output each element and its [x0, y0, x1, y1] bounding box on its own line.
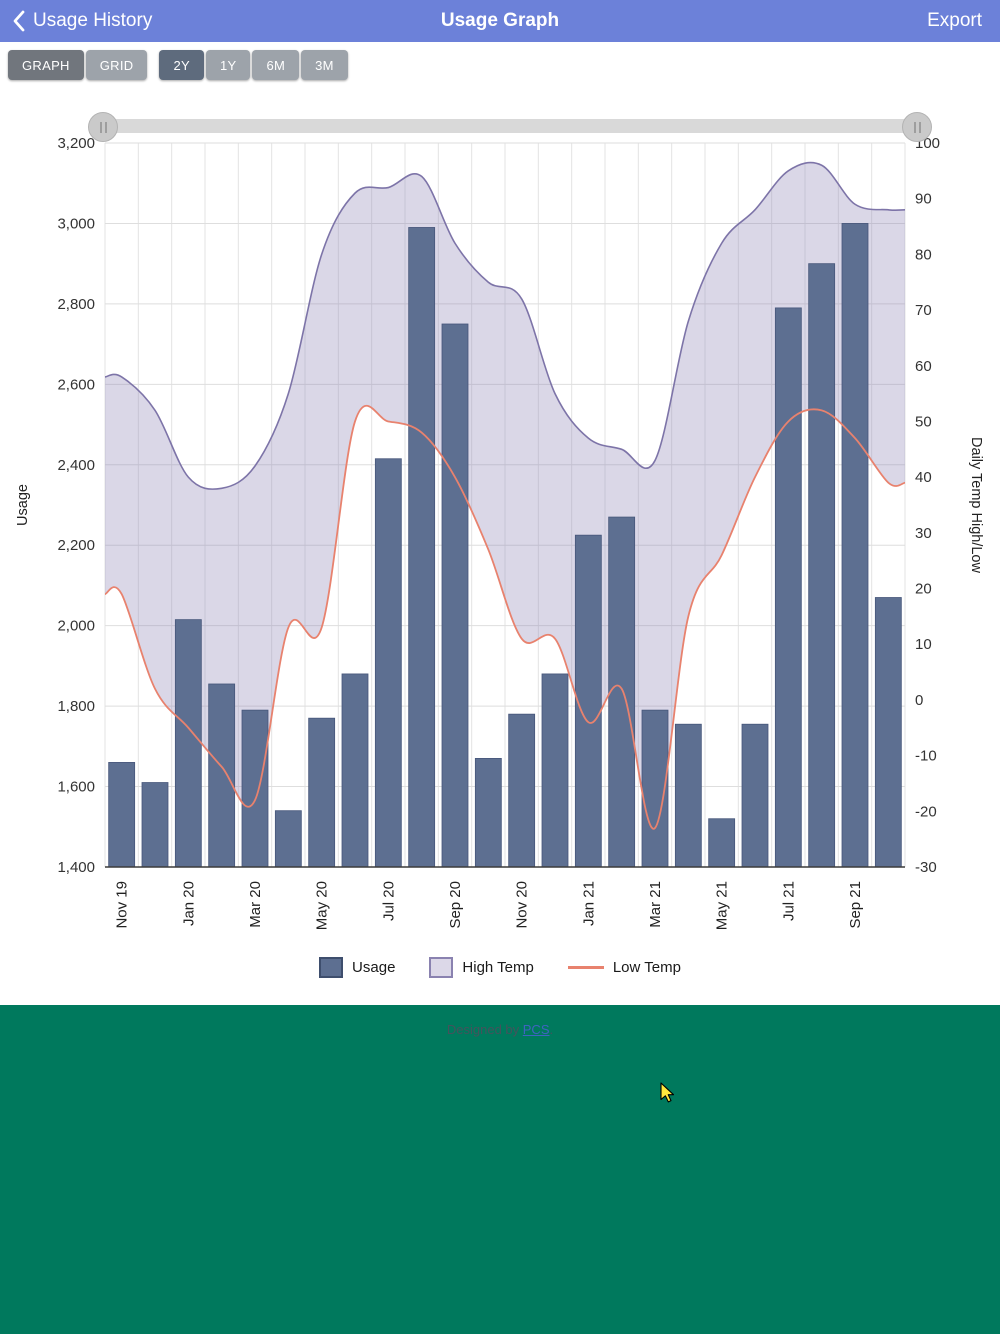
svg-text:Sep 21: Sep 21 — [847, 881, 864, 929]
usage-swatch-icon — [319, 957, 344, 978]
chart-legend: Usage High Temp Low Temp — [0, 957, 1000, 978]
svg-text:0: 0 — [915, 692, 923, 709]
back-chevron-icon — [13, 10, 25, 32]
range-1y-button[interactable]: 1Y — [205, 50, 251, 80]
svg-text:70: 70 — [915, 302, 932, 319]
svg-text:60: 60 — [915, 358, 932, 375]
svg-text:3,200: 3,200 — [57, 135, 95, 152]
svg-text:50: 50 — [915, 413, 932, 430]
svg-text:-30: -30 — [915, 859, 937, 876]
svg-text:2,400: 2,400 — [57, 457, 95, 474]
svg-text:1,400: 1,400 — [57, 859, 95, 876]
svg-text:80: 80 — [915, 246, 932, 263]
svg-text:-10: -10 — [915, 748, 937, 765]
low-temp-swatch-icon — [567, 966, 604, 969]
svg-text:3,000: 3,000 — [57, 215, 95, 232]
svg-text:90: 90 — [915, 191, 932, 208]
svg-text:2,800: 2,800 — [57, 296, 95, 313]
svg-text:Jan 21: Jan 21 — [580, 881, 597, 926]
legend-usage-label: Usage — [352, 959, 396, 976]
legend-usage: Usage — [319, 957, 395, 978]
back-label: Usage History — [33, 10, 153, 31]
range-6m-button[interactable]: 6M — [252, 50, 300, 80]
svg-text:Mar 21: Mar 21 — [647, 881, 664, 928]
svg-text:2,000: 2,000 — [57, 618, 95, 635]
high-temp-swatch-icon — [429, 957, 454, 978]
toolbar: GRAPH GRID 2Y 1Y 6M 3M — [0, 42, 1000, 88]
slider-handle-right[interactable] — [902, 112, 932, 142]
svg-text:1,600: 1,600 — [57, 779, 95, 796]
grid-tab[interactable]: GRID — [85, 50, 148, 80]
export-button[interactable]: Export — [927, 10, 982, 31]
credit-line: Designed by PCS. — [0, 1005, 1000, 1037]
svg-text:1,800: 1,800 — [57, 698, 95, 715]
legend-low-temp-label: Low Temp — [612, 959, 681, 976]
mouse-cursor-icon — [660, 1082, 675, 1103]
range-toggle-group: 2Y 1Y 6M 3M — [159, 50, 348, 80]
svg-text:Usage: Usage — [15, 484, 31, 526]
legend-high-temp-label: High Temp — [462, 959, 534, 976]
back-button[interactable]: Usage History — [0, 10, 152, 32]
pcs-link[interactable]: PCS — [522, 1022, 550, 1037]
svg-text:20: 20 — [915, 581, 932, 598]
svg-text:30: 30 — [915, 525, 932, 542]
svg-text:40: 40 — [915, 469, 932, 486]
svg-text:May 20: May 20 — [314, 881, 331, 930]
graph-tab[interactable]: GRAPH — [8, 50, 84, 80]
navigation-bar: Usage History Usage Graph Export — [0, 0, 1000, 42]
svg-text:Daily Temp High/Low: Daily Temp High/Low — [968, 437, 984, 573]
slider-handle-left[interactable] — [88, 112, 118, 142]
range-2y-button[interactable]: 2Y — [159, 50, 204, 80]
svg-text:Jul 20: Jul 20 — [380, 881, 397, 921]
legend-low-temp: Low Temp — [567, 959, 681, 976]
svg-text:Jul 21: Jul 21 — [780, 881, 797, 921]
credit-period: . — [549, 1022, 554, 1037]
slider-track[interactable] — [100, 119, 918, 133]
svg-text:Nov 20: Nov 20 — [514, 881, 531, 929]
range-3m-button[interactable]: 3M — [301, 50, 348, 80]
footer: Designed by PCS. — [0, 1005, 1000, 1334]
svg-text:Nov 19: Nov 19 — [114, 881, 131, 929]
chart-area: 1,400 1,600 1,800 2,000 2,200 2,400 2,600 2,800… — [0, 88, 1000, 1005]
svg-text:Jan 20: Jan 20 — [180, 881, 197, 926]
view-toggle-group: GRAPH GRID — [8, 50, 148, 80]
svg-text:10: 10 — [915, 636, 932, 653]
svg-text:May 21: May 21 — [714, 881, 731, 930]
svg-text:Sep 20: Sep 20 — [447, 881, 464, 929]
svg-text:2,600: 2,600 — [57, 376, 95, 393]
designed-by-text: Designed by — [446, 1022, 523, 1037]
svg-text:-20: -20 — [915, 803, 937, 820]
legend-high-temp: High Temp — [429, 957, 534, 978]
svg-text:2,200: 2,200 — [57, 537, 95, 554]
svg-text:Mar 20: Mar 20 — [247, 881, 264, 928]
usage-temperature-chart: 1,400 1,600 1,800 2,000 2,200 2,400 2,600 2,800… — [15, 135, 984, 930]
